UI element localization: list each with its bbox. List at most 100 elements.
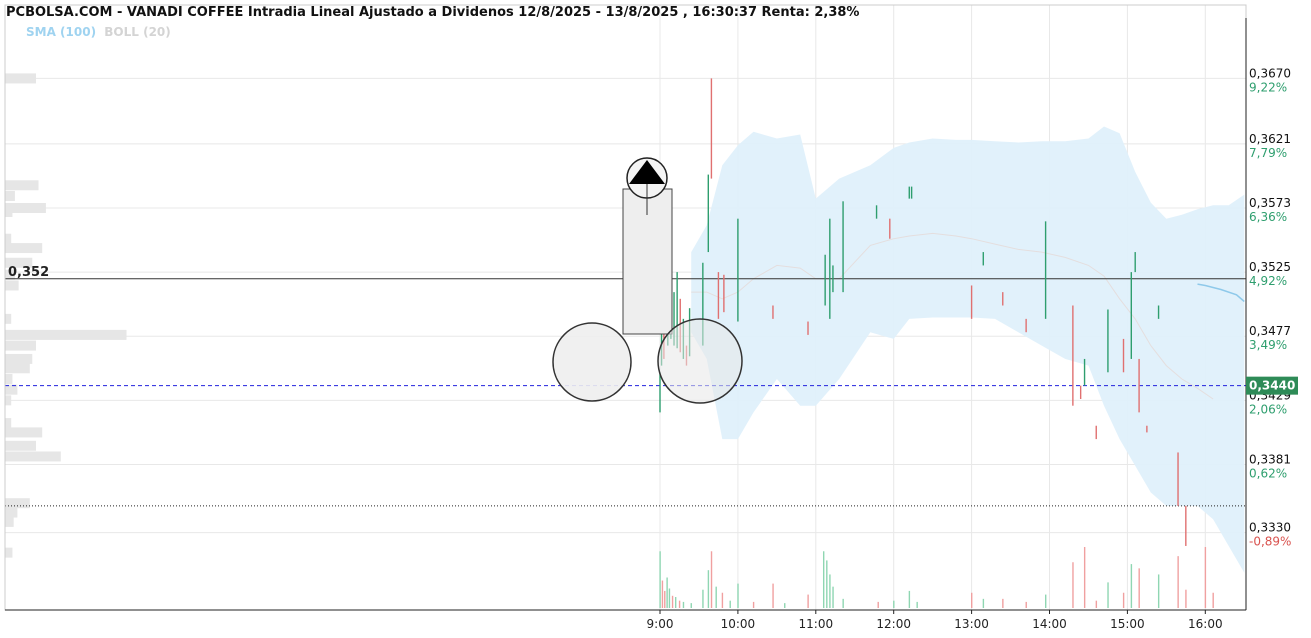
volume-bar (1002, 598, 1004, 608)
volume-profile-bar (5, 427, 43, 438)
volume-bar (729, 600, 731, 608)
volume-bar (1157, 574, 1160, 608)
volume-bar (1045, 594, 1047, 608)
y-tick-price-label: 0,3573 (1249, 196, 1291, 210)
volume-bar (674, 597, 677, 608)
volume-profile-bar (5, 498, 30, 509)
volume-profile-bar (5, 516, 14, 527)
y-tick-price-label: 0,3381 (1249, 452, 1291, 466)
volume-profile-bar (5, 373, 13, 384)
volume-bar (737, 583, 739, 608)
y-tick-price-label: 0,3525 (1249, 260, 1291, 274)
volume-profile-bar (5, 547, 13, 558)
annotation-drawings[interactable] (552, 157, 743, 404)
volume-bar (690, 603, 692, 608)
volume-bar (702, 589, 704, 608)
volume-profile-bar (5, 257, 33, 268)
volume-bar (1083, 547, 1086, 608)
y-tick-percent-label: 7,79% (1249, 146, 1287, 160)
volume-profile-bar (5, 233, 12, 244)
volume-profile-bar (5, 451, 61, 462)
volume-profile-bar (5, 180, 39, 191)
volume-profile-bar (5, 418, 12, 429)
volume-bars (659, 547, 1214, 608)
volume-profile-bar (5, 353, 33, 364)
volume-profile-bar (5, 507, 18, 518)
volume-bar (1130, 564, 1133, 608)
reference-label-group: 0,352 (8, 265, 49, 280)
volume-bar (678, 600, 681, 608)
x-axis: 9:00 10:00 11:00 12:00 13:00 14:00 15:00 16:00 (647, 610, 1223, 631)
volume-bar (707, 570, 710, 608)
volume-bar (842, 598, 844, 608)
volume-bar (710, 551, 713, 608)
volume-bar (1185, 589, 1187, 608)
volume-bar (668, 588, 671, 608)
current-price-tag-label: 0,3440 (1249, 379, 1295, 393)
volume-bar (877, 601, 879, 608)
volume-bar (664, 590, 666, 608)
x-tick-label: 13:00 (954, 617, 989, 631)
buy-signal-arrow-icon (629, 160, 665, 184)
volume-profile-bar (5, 329, 127, 340)
volume-profile (5, 73, 127, 558)
y-tick-price-label: 0,3670 (1249, 66, 1291, 80)
reference-line-label: 0,352 (8, 265, 49, 280)
bollinger-mid-line (691, 232, 1214, 400)
sma-line (1197, 283, 1245, 303)
y-tick-percent-label: 6,36% (1249, 210, 1287, 224)
y-tick-percent-label: 4,92% (1249, 274, 1287, 288)
x-tick-label: 10:00 (721, 617, 756, 631)
volume-bar (893, 600, 895, 608)
current-price-tag-bg (1246, 376, 1298, 395)
annotation-circle-right[interactable] (657, 318, 743, 404)
volume-profile-bar (5, 243, 43, 254)
x-tick-label: 16:00 (1188, 617, 1223, 631)
volume-bar (1025, 601, 1027, 608)
volume-bar (752, 601, 755, 608)
x-tick-label: 11:00 (799, 617, 834, 631)
y-tick-price-label: 0,3330 (1249, 521, 1291, 535)
volume-profile-bar (5, 313, 12, 324)
boll-legend-item[interactable]: BOLL (20) (104, 25, 171, 39)
volume-bar (982, 598, 985, 608)
volume-bar (829, 574, 831, 608)
volume-profile-bar (5, 340, 36, 351)
volume-bar (1095, 600, 1098, 608)
y-tick-percent-label: 0,62% (1249, 466, 1287, 480)
volume-bar (661, 580, 664, 608)
volume-bar (1072, 562, 1074, 608)
y-tick-percent-label: 2,06% (1249, 402, 1287, 416)
volume-bar (1107, 582, 1109, 608)
x-tick-label: 15:00 (1110, 617, 1145, 631)
volume-bar (682, 601, 685, 608)
volume-bar (772, 583, 774, 608)
volume-profile-bar (5, 202, 46, 213)
volume-bar (671, 595, 674, 608)
volume-bar (659, 551, 661, 608)
volume-profile-bar (5, 190, 15, 201)
volume-bar (971, 592, 973, 608)
x-tick-label: 14:00 (1032, 617, 1067, 631)
volume-bar (832, 586, 834, 608)
sma-legend-item[interactable]: SMA (100) (26, 25, 97, 39)
annotation-circle-left[interactable] (552, 322, 632, 402)
chart-title: PCBOLSA.COM - VANADI COFFEE Intradia Lin… (6, 5, 860, 20)
volume-bar (908, 590, 911, 608)
volume-bar (807, 594, 809, 608)
volume-profile-bar (5, 384, 18, 395)
volume-profile-bar (5, 363, 30, 374)
volume-profile-bar (5, 280, 19, 291)
x-tick-label: 9:00 (647, 617, 674, 631)
y-tick-percent-label: 9,22% (1249, 80, 1287, 94)
volume-profile-bar (5, 395, 12, 406)
y-tick-percent-label: -0,89% (1249, 535, 1291, 549)
volume-bar (1122, 592, 1125, 608)
volume-bar (822, 551, 825, 608)
y-tick-price-label: 0,3477 (1249, 324, 1291, 338)
volume-bar (721, 592, 724, 608)
volume-bar (916, 601, 918, 608)
x-tick-label: 12:00 (876, 617, 911, 631)
